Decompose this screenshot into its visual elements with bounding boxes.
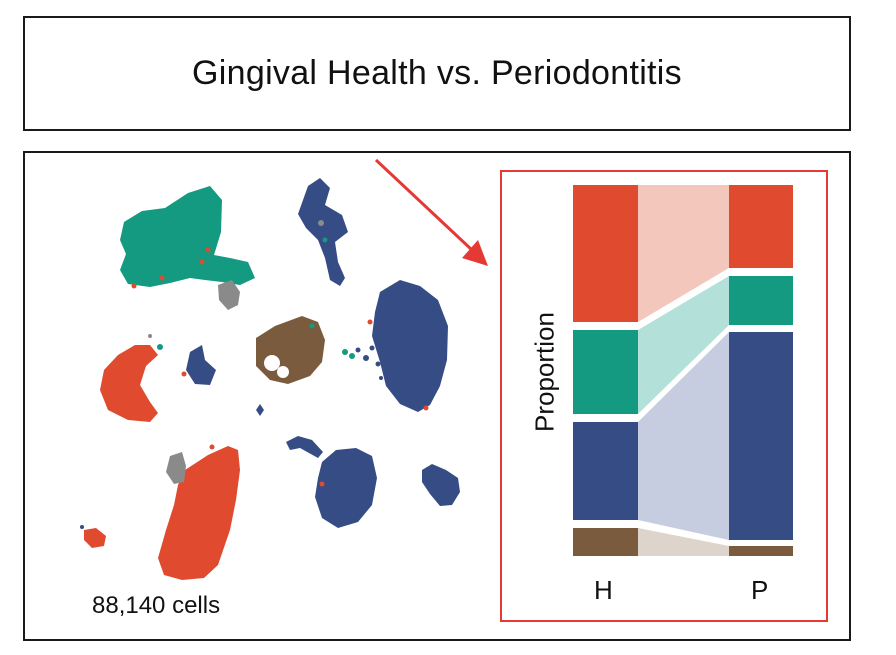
bar-h-navy xyxy=(573,422,638,520)
umap-cluster-navy-small xyxy=(186,345,216,385)
bar-h-red xyxy=(573,185,638,322)
x-label-h: H xyxy=(594,575,613,605)
flow-brown xyxy=(638,528,729,556)
umap-cluster-navy-far-right xyxy=(422,464,460,506)
umap-cluster-navy-top xyxy=(298,178,348,286)
cell-count-label: 88,140 cells xyxy=(92,592,221,619)
umap-cluster-navy-middle xyxy=(315,448,377,528)
bar-p-brown xyxy=(729,546,793,556)
bar-p-navy xyxy=(729,332,793,540)
umap-cluster-red-left xyxy=(100,345,158,422)
umap-cluster-navy-strand xyxy=(286,436,323,458)
figure-title: Gingival Health vs. Periodontitis xyxy=(192,54,682,92)
title-panel: Gingival Health vs. Periodontitis xyxy=(23,16,851,131)
umap-cluster-teal xyxy=(120,186,255,287)
umap-scatter-dots xyxy=(80,220,429,529)
umap-cluster-gray-small xyxy=(166,452,186,484)
x-label-p: P xyxy=(751,575,769,605)
flow-teal xyxy=(638,276,729,414)
umap-cluster-navy-right xyxy=(372,280,448,412)
umap-cluster-red-bottom xyxy=(158,446,240,580)
flow-red xyxy=(638,185,729,322)
umap-cluster-gray xyxy=(218,280,240,310)
main-panel xyxy=(23,151,851,641)
y-axis-label: Proportion xyxy=(529,312,560,432)
umap-cluster-red-small xyxy=(84,528,106,548)
flow-navy xyxy=(638,332,729,540)
bar-h-teal xyxy=(573,330,638,414)
umap-cluster-navy-speck xyxy=(256,404,264,416)
bar-h-brown xyxy=(573,528,638,556)
arrow-to-inset xyxy=(374,158,488,266)
bar-p-red xyxy=(729,185,793,268)
bar-p-teal xyxy=(729,276,793,325)
